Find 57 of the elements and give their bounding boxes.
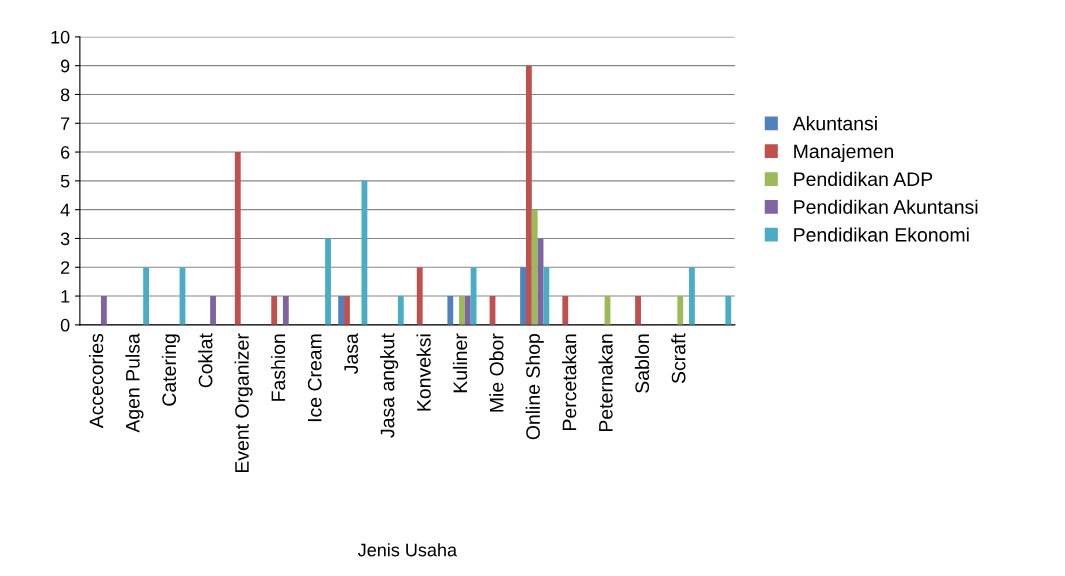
y-tick-label: 2 bbox=[61, 261, 70, 274]
x-tick-label: Event Organizer bbox=[234, 333, 253, 473]
y-tick-label: 0 bbox=[60, 318, 70, 332]
x-tick-label: Catering bbox=[161, 334, 180, 406]
bar bbox=[464, 296, 471, 325]
legend-label: Pendidikan Ekonomi bbox=[794, 227, 969, 242]
y-tick-label: 5 bbox=[60, 174, 70, 188]
bar bbox=[397, 296, 404, 325]
bar bbox=[338, 296, 345, 325]
bar bbox=[677, 296, 684, 325]
bar bbox=[234, 152, 241, 325]
x-tick-label: Scraft bbox=[671, 333, 686, 384]
x-tick-label: Mie Obor bbox=[489, 333, 504, 412]
y-tick-label: 6 bbox=[61, 146, 70, 159]
x-tick-label: Fashion bbox=[270, 334, 286, 401]
x-tick-label: Jasa angkut bbox=[380, 333, 399, 438]
y-tick-label: 7 bbox=[61, 117, 70, 130]
y-tick-label: 4 bbox=[60, 203, 70, 217]
y-tick-label: 9 bbox=[60, 59, 70, 73]
bar bbox=[344, 296, 350, 325]
bar bbox=[531, 209, 538, 325]
bar bbox=[543, 267, 550, 325]
bar bbox=[562, 296, 569, 325]
x-tick-label: Sablon bbox=[634, 334, 650, 393]
x-axis-title: Jenis Usaha bbox=[357, 543, 458, 557]
bar bbox=[271, 296, 278, 325]
x-tick-label: Ice Cream bbox=[307, 334, 322, 422]
x-tick-label: Agen Pulsa bbox=[125, 333, 144, 433]
bar bbox=[282, 296, 289, 325]
x-tick-label: Online Shop bbox=[525, 334, 544, 440]
x-tick-label: Peternakan bbox=[598, 334, 613, 432]
bar bbox=[459, 296, 465, 325]
bar bbox=[689, 267, 695, 325]
y-tick-label: 3 bbox=[60, 232, 70, 246]
bar bbox=[525, 65, 532, 325]
x-tick-label: Accecories bbox=[89, 333, 104, 429]
bar bbox=[210, 296, 216, 325]
x-tick-label: Coklat bbox=[198, 333, 213, 388]
y-tick-label: 1 bbox=[61, 290, 70, 303]
y-tick-label: 10 bbox=[51, 30, 70, 44]
bar bbox=[725, 296, 732, 325]
bar bbox=[416, 267, 423, 325]
y-tick-label: 8 bbox=[60, 88, 70, 102]
x-tick-label: Jasa bbox=[344, 333, 358, 374]
bar bbox=[143, 267, 150, 325]
bar bbox=[520, 267, 526, 325]
bar bbox=[325, 238, 331, 325]
legend-label: Pendidikan ADP bbox=[794, 171, 933, 187]
legend-label: Manajemen bbox=[794, 143, 894, 163]
bar bbox=[447, 296, 454, 325]
x-tick-label: Percetakan bbox=[562, 334, 577, 430]
x-tick-label: Kuliner bbox=[452, 333, 468, 393]
bar bbox=[635, 296, 641, 325]
x-tick-label: Konveksi bbox=[416, 334, 431, 411]
legend-label: Pendidikan Akuntansi bbox=[794, 199, 978, 214]
legend-label: Akuntansi bbox=[792, 116, 877, 131]
bar bbox=[100, 296, 107, 325]
